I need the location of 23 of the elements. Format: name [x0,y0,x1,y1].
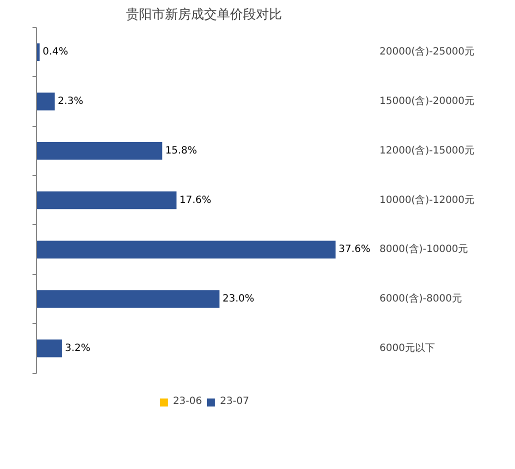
y-tick-label: 10000(含)-12000元 [380,194,475,206]
y-tick-label: 6000元以下 [380,342,435,354]
data-label: 15.8% [165,145,197,156]
legend-label: 23-07 [220,396,250,407]
data-label: 17.6% [180,194,212,206]
legend-label: 23-06 [172,396,202,407]
data-label: 0.4% [42,46,68,58]
y-tick-label: 8000(含)-10000元 [380,243,468,256]
data-label: 3.2% [64,342,90,354]
data-label: 37.6% [338,244,370,256]
bar [36,240,336,259]
data-label: 23.0% [222,294,254,305]
y-tick-label: 20000(含)-25000元 [380,46,475,58]
bar [36,142,162,160]
chart-title: 贵阳市新房成交单价段对比 [126,6,282,22]
y-tick-label: 12000(含)-15000元 [380,144,475,156]
bar [36,340,62,358]
bar [36,191,177,210]
bar [36,290,220,308]
data-label: 2.3% [58,96,84,108]
y-tick-label: 6000(含)-8000元 [380,292,462,305]
bar [36,92,55,110]
y-tick-label: 15000(含)-20000元 [380,95,475,108]
